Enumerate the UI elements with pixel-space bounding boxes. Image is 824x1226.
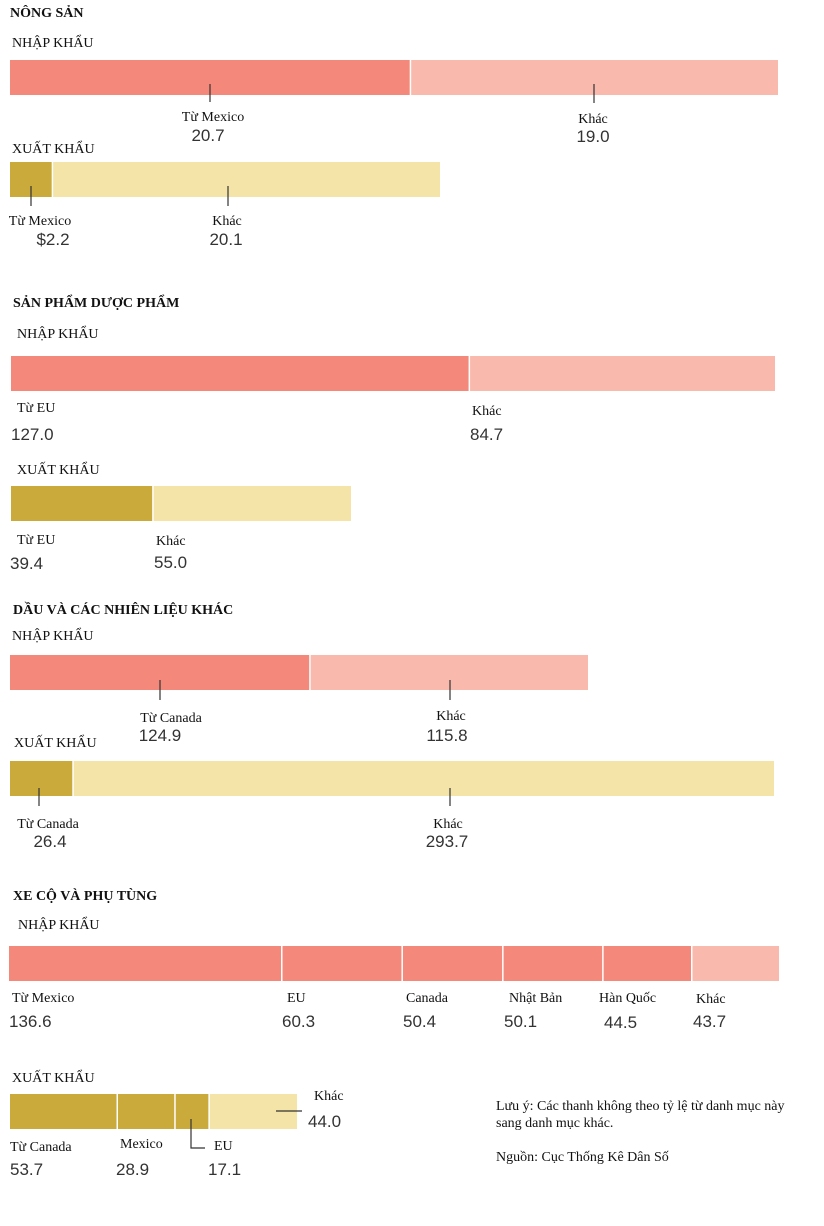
bar-segment	[11, 356, 470, 391]
chart-note: Lưu ý: Các thanh không theo tỷ lệ từ dan…	[496, 1099, 785, 1165]
group-label: XUẤT KHẨU	[12, 1069, 95, 1086]
bar-segment	[73, 761, 774, 796]
group-label: NHẬP KHẨU	[18, 916, 100, 933]
segment-value: 20.1	[209, 230, 242, 249]
section-title: XE CỘ VÀ PHỤ TÙNG	[13, 887, 157, 904]
bar-segment	[10, 1094, 118, 1129]
segment-value: 39.4	[10, 554, 43, 573]
segment-value: $2.2	[36, 230, 69, 249]
segment-value: 127.0	[11, 425, 54, 444]
leader-line	[190, 1119, 205, 1149]
source-text: Nguồn: Cục Thống Kê Dân Số	[496, 1150, 669, 1165]
segment-label: Khác	[436, 709, 466, 724]
bar-segment	[469, 356, 775, 391]
segment-label: Khác	[578, 112, 608, 127]
segment-value: 50.4	[403, 1012, 436, 1031]
segment-label: Từ Canada	[140, 711, 202, 726]
segment-value: 28.9	[116, 1160, 149, 1179]
segment-label: Khác	[314, 1089, 344, 1104]
note-line-2: sang danh mục khác.	[496, 1116, 613, 1131]
segment-label: Từ Mexico	[182, 110, 244, 125]
segment-label: Từ EU	[17, 401, 55, 416]
segment-value: 293.7	[426, 832, 469, 851]
bar-segment	[281, 946, 403, 981]
group-label: NHẬP KHẨU	[12, 34, 94, 51]
segment-label: Khác	[156, 534, 186, 549]
segment-label: Từ Canada	[17, 817, 79, 832]
group-label: XUẤT KHẨU	[12, 140, 95, 157]
bar-segment	[10, 761, 74, 796]
segment-value: 84.7	[470, 425, 503, 444]
segment-value: 19.0	[576, 127, 609, 146]
bar-segment	[402, 946, 503, 981]
segment-value: 136.6	[9, 1012, 52, 1031]
segment-value: 17.1	[208, 1160, 241, 1179]
bar-segment	[502, 946, 603, 981]
segment-value: 44.5	[604, 1013, 637, 1032]
bar-segment	[309, 655, 588, 690]
segment-value: 124.9	[139, 726, 182, 745]
bar-segment	[117, 1094, 175, 1129]
segment-value: 50.1	[504, 1012, 537, 1031]
segment-label: Khác	[212, 214, 242, 229]
segment-label: Từ Mexico	[9, 214, 71, 229]
bar-segment	[174, 1094, 210, 1129]
segment-value: 53.7	[10, 1160, 43, 1179]
segment-value: 55.0	[154, 553, 187, 572]
segment-label: EU	[214, 1139, 233, 1154]
bar-segment	[9, 946, 282, 981]
segment-label: Từ Mexico	[12, 991, 74, 1006]
bar-segment	[691, 946, 779, 981]
section-title: DẦU VÀ CÁC NHIÊN LIỆU KHÁC	[13, 601, 233, 618]
bar-segment	[52, 162, 441, 197]
segment-value: 60.3	[282, 1012, 315, 1031]
segment-label: Nhật Bản	[509, 991, 562, 1006]
segment-label: Từ Canada	[10, 1140, 72, 1155]
bar-segment	[11, 486, 153, 521]
group-label: NHẬP KHẨU	[12, 627, 94, 644]
segment-label: EU	[287, 991, 306, 1006]
group-label: XUẤT KHẨU	[17, 461, 100, 478]
segment-value: 115.8	[426, 726, 467, 745]
segment-value: 43.7	[693, 1012, 726, 1031]
group-label: XUẤT KHẨU	[14, 734, 97, 751]
segment-label: Khác	[696, 992, 726, 1007]
segment-label: Khác	[472, 404, 502, 419]
bar-segment	[152, 486, 351, 521]
segment-label: Từ EU	[17, 533, 55, 548]
segment-label: Khác	[433, 817, 463, 832]
segment-label: Hàn Quốc	[599, 991, 656, 1006]
bar-segment	[602, 946, 692, 981]
note-line-1: Lưu ý: Các thanh không theo tỷ lệ từ dan…	[496, 1099, 785, 1114]
segment-label: Mexico	[120, 1137, 163, 1152]
segment-value: 26.4	[33, 832, 66, 851]
segment-value: 20.7	[191, 126, 224, 145]
group-label: NHẬP KHẨU	[17, 325, 99, 342]
section-title: SẢN PHẨM DƯỢC PHẨM	[13, 293, 179, 311]
segment-label: Canada	[406, 991, 449, 1006]
segment-value: 44.0	[308, 1112, 341, 1131]
section-title: NÔNG SẢN	[10, 4, 84, 21]
